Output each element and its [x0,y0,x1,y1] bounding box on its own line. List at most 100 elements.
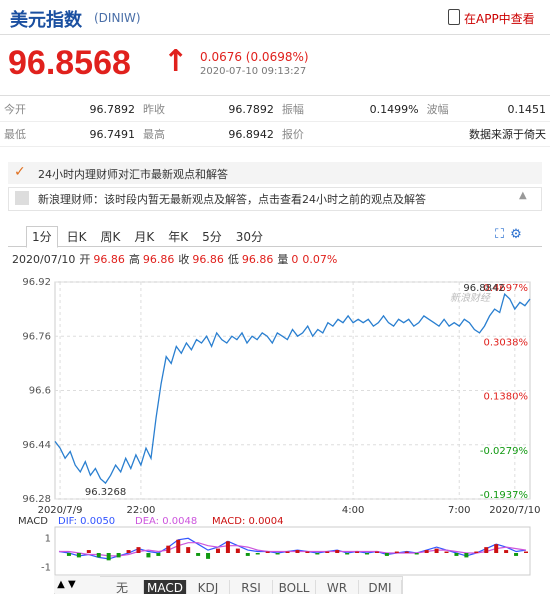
macd-bar [384,553,389,556]
news-header[interactable]: 24小时内理财师对汇市最新观点和解答 [38,168,228,181]
price: 96.8568 [8,44,131,82]
info-label: 收 [178,253,190,266]
period-tab[interactable]: 周K [100,230,121,244]
label: 最低 [4,128,26,141]
indicator-tab[interactable]: MACD [144,580,187,594]
macd-bar [186,547,191,553]
value: 0.1499% [369,102,419,116]
macd-bar [146,553,151,558]
y-tick-label: 96.44 [22,440,51,451]
macd-bar [126,550,131,553]
x-tick-label: 22:00 [126,505,155,516]
info-value: 96.86 [142,253,175,266]
y-tick-label: 96.6 [29,386,51,397]
x-tick-label: 7:00 [448,505,470,516]
macd-bar [215,548,220,553]
value: 96.7491 [89,127,135,141]
label: 振幅 [281,103,304,116]
up-arrow: ↑ [163,44,189,79]
indicator-tab[interactable]: RSI [230,580,273,594]
macd-bar [444,551,449,553]
divider [0,34,550,35]
legend-entry: DEA: 0.0048 [135,516,197,527]
quote-table: 今开 96.7892 昨收 96.7892 振幅 0.1499% 波幅 0.1451 最… [0,97,550,147]
indicator-tab[interactable]: 无 [101,580,144,594]
info-label: 量 [277,253,289,266]
macd-bar [404,551,409,553]
y-tick-label: 96.92 [22,277,51,288]
title: 美元指数 [10,10,82,31]
macd-bar [474,551,479,553]
y-tick-label: 96.28 [22,494,51,505]
info-line: 2020/07/10 开 96.86 高 96.86 收 96.86 低 96.86 量 0 0.07… [12,251,337,267]
macd-bar [524,551,528,553]
macd-bar [225,541,230,553]
label: 今开 [4,103,26,116]
indicator-tab[interactable]: KDJ [187,580,230,594]
period-tab[interactable]: 日K [66,230,87,244]
period-tabs: 1分 日K 周K 月K 年K 5分 30分 [26,226,272,248]
legend-entry: MACD: 0.0004 [212,516,284,527]
macd-bar [484,547,489,553]
macd-bar [494,544,499,553]
indicator-title: MACD [18,516,48,527]
macd-bar [305,551,310,553]
label: 报价 [281,128,304,141]
plot-frame [54,526,531,576]
macd-bar [116,553,121,558]
period-tab[interactable]: 30分 [235,230,264,244]
quote-row: 最低 96.7491 最高 96.8942 报价 数据来源于倚天 [0,122,550,147]
value: 数据来源于倚天 [469,128,546,141]
y-tick-label: 1 [45,533,51,544]
legend-entry: DIF: 0.0050 [58,516,115,527]
period-tab[interactable]: 1分 [26,226,58,248]
code: (DINIW) [94,11,141,25]
time: 2020-07-10 09:13:27 [200,66,307,77]
macd-bar [255,553,260,555]
tool-icons[interactable]: ⛶⚙ [495,227,528,242]
extreme-label: 96.8842 [463,283,504,294]
macd-bar [295,550,300,553]
news-item[interactable]: 新浪理财师：该时段内暂无最新观点及解答，点击查看24小时之前的观点及解答 [38,193,426,206]
scroll-arrows[interactable]: ▲ [519,190,527,201]
macd-bar [414,553,419,555]
check-icon: ✓ [14,164,26,180]
value: 96.8942 [228,127,274,141]
scroll-buttons[interactable]: ▲ ▼ [54,576,100,593]
value: 96.7892 [89,102,135,116]
value: 96.7892 [228,102,274,116]
macd-bar [96,553,101,558]
macd-bar [166,545,171,553]
macd-bar [176,539,181,553]
indicator-tab[interactable]: DMI [359,580,402,594]
macd-bar [374,551,379,553]
divider [0,95,550,96]
macd-bar [514,553,519,556]
macd-bar [434,548,439,553]
y2-tick-label: -0.0279% [480,446,528,457]
phone-icon[interactable] [448,9,460,25]
value: 0.1451 [507,102,547,116]
period-tab[interactable]: 月K [134,230,155,244]
macd-bar [285,551,290,553]
macd-bar [136,547,141,553]
indicator-tab[interactable]: BOLL [273,580,316,594]
macd-bar [464,553,469,558]
macd-bar [76,553,81,558]
macd-bar [156,553,161,556]
macd-bar [206,553,211,559]
macd-bar [365,553,370,555]
macd-bar [355,551,360,553]
news-header-bg [8,162,542,184]
y-tick-label: -1 [41,563,51,574]
macd-bar [315,553,320,555]
info-date: 2020/07/10 [12,253,76,266]
label: 波幅 [426,103,449,116]
app-link[interactable]: 在APP中查看 [464,12,535,26]
y2-tick-label: 0.1380% [484,392,529,403]
period-tab[interactable]: 5分 [202,230,222,244]
indicator-tab[interactable]: WR [316,580,359,594]
period-tab[interactable]: 年K [168,230,189,244]
